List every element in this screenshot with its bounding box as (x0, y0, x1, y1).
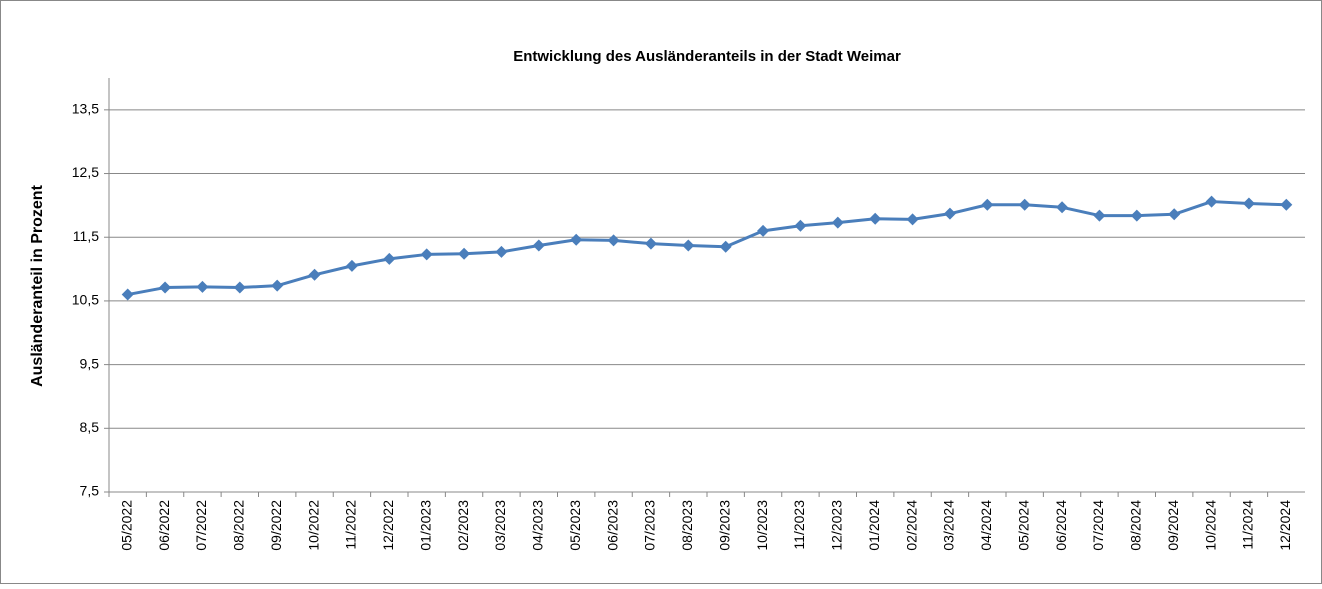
x-tick-label: 04/2023 (530, 500, 546, 551)
x-tick-label: 08/2023 (679, 500, 695, 551)
marker (981, 198, 994, 211)
marker (233, 281, 246, 294)
x-tick-label: 11/2022 (343, 500, 359, 550)
marker (308, 268, 321, 281)
y-tick-label: 10,5 (72, 292, 99, 308)
x-tick-label: 12/2024 (1277, 500, 1293, 551)
marker (345, 259, 358, 272)
marker (906, 213, 919, 226)
marker (1056, 201, 1069, 214)
x-tick-label: 10/2022 (305, 500, 321, 551)
marker (757, 224, 770, 237)
x-tick-label: 04/2024 (978, 500, 994, 551)
x-tick-label: 06/2022 (156, 500, 172, 551)
marker (943, 207, 956, 220)
marker (607, 234, 620, 247)
x-tick-label: 11/2024 (1240, 500, 1256, 550)
x-tick-label: 01/2023 (417, 500, 433, 551)
marker (831, 216, 844, 229)
marker (682, 239, 695, 252)
marker (271, 279, 284, 292)
chart-title: Entwicklung des Ausländeranteils in der … (513, 48, 901, 65)
marker (196, 280, 209, 293)
x-tick-label: 10/2024 (1202, 500, 1218, 551)
x-tick-label: 07/2022 (193, 500, 209, 551)
x-tick-label: 07/2024 (1090, 500, 1106, 551)
marker (869, 212, 882, 225)
x-tick-label: 06/2024 (1053, 500, 1069, 551)
x-tick-label: 09/2022 (268, 500, 284, 551)
marker (1168, 208, 1181, 221)
x-tick-label: 02/2024 (903, 500, 919, 551)
y-tick-label: 13,5 (72, 101, 99, 117)
x-tick-label: 03/2023 (492, 500, 508, 551)
x-tick-label: 07/2023 (642, 500, 658, 551)
y-tick-label: 12,5 (72, 164, 99, 180)
x-tick-label: 08/2024 (1128, 500, 1144, 551)
x-tick-label: 11/2023 (791, 500, 807, 550)
y-axis-label: Ausländeranteil in Prozent (29, 184, 46, 386)
x-tick-label: 09/2023 (716, 500, 732, 551)
x-tick-label: 05/2022 (118, 500, 134, 551)
marker (495, 245, 508, 258)
y-tick-label: 11,5 (73, 228, 99, 244)
marker (719, 240, 732, 253)
y-tick-label: 9,5 (80, 355, 100, 371)
marker (1130, 209, 1143, 222)
marker (420, 248, 433, 261)
x-tick-label: 12/2023 (829, 500, 845, 551)
x-tick-label: 06/2023 (604, 500, 620, 551)
x-tick-label: 05/2023 (567, 500, 583, 551)
x-tick-label: 01/2024 (866, 500, 882, 551)
marker (383, 252, 396, 265)
marker (121, 288, 134, 301)
marker (1280, 198, 1293, 211)
x-tick-label: 02/2023 (455, 500, 471, 551)
marker (1242, 197, 1255, 210)
marker (1018, 198, 1031, 211)
line (127, 200, 1287, 297)
x-tick-label: 12/2022 (380, 500, 396, 551)
marker (458, 247, 471, 260)
marker (1205, 195, 1218, 208)
marker (644, 237, 657, 250)
marker (159, 281, 172, 294)
x-tick-label: 05/2024 (1015, 500, 1031, 551)
x-tick-label: 09/2024 (1165, 500, 1181, 551)
x-tick-label: 10/2023 (754, 500, 770, 551)
marker (532, 239, 545, 252)
marker (794, 219, 807, 232)
y-tick-label: 7,5 (80, 483, 100, 499)
marker (1093, 209, 1106, 222)
y-tick-label: 8,5 (80, 419, 100, 435)
x-tick-label: 03/2024 (941, 500, 957, 551)
x-tick-label: 08/2022 (231, 500, 247, 551)
marker (570, 233, 583, 246)
